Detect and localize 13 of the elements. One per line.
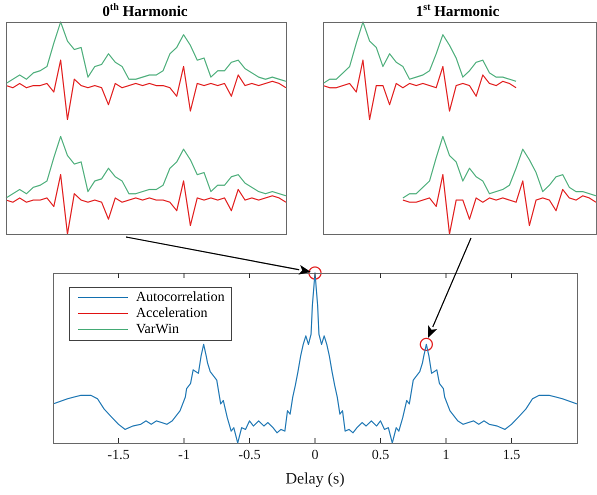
x-tick-label: -0.5	[238, 448, 261, 464]
x-tick-label: 0	[312, 448, 318, 464]
x-tick-label: 0.5	[372, 448, 390, 464]
legend-label: VarWin	[136, 322, 179, 337]
x-tick-label: -1.5	[107, 448, 130, 464]
chart-title: 0$^{th}$ Harmonic	[101, 2, 189, 21]
chart-title: 1$^{st}$ Harmonic	[414, 2, 500, 21]
x-tick-label: -1	[178, 448, 190, 464]
legend-label: Acceleration	[136, 306, 208, 321]
x-tick-label: 1	[442, 448, 450, 464]
x-axis-title: Delay (s)	[285, 470, 345, 488]
legend-label: Autocorrelation	[136, 290, 225, 305]
x-tick-label: 1.5	[502, 448, 520, 464]
